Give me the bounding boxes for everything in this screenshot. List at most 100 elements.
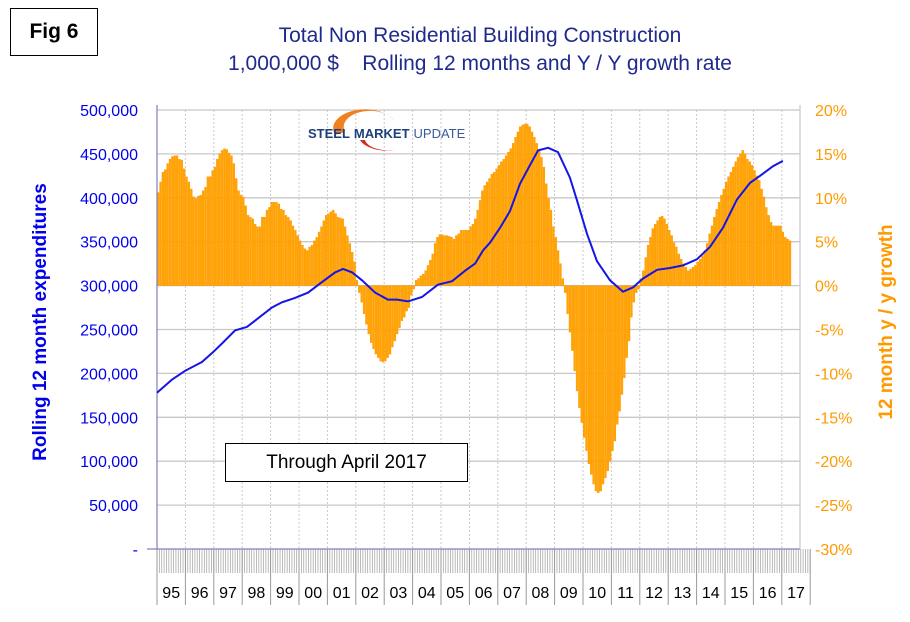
- right-tick-label: -20%: [815, 454, 852, 471]
- growth-bar: [554, 237, 557, 286]
- logo-steel: STEEL: [308, 126, 350, 141]
- left-tick-label: 500,000: [80, 103, 138, 120]
- growth-bar: [512, 143, 515, 286]
- right-tick-label: 15%: [815, 147, 847, 164]
- year-label: 97: [219, 585, 237, 602]
- right-tick-label: 5%: [815, 235, 838, 252]
- growth-bar: [194, 198, 198, 286]
- growth-bar: [729, 172, 733, 286]
- growth-bar: [601, 285, 605, 485]
- right-tick-label: 0%: [815, 279, 838, 296]
- growth-bar: [654, 223, 657, 286]
- growth-bar: [277, 203, 280, 286]
- growth-bar: [211, 170, 214, 286]
- growth-bar: [618, 285, 621, 412]
- growth-bar: [370, 285, 373, 343]
- growth-bar: [668, 230, 671, 286]
- growth-bar: [287, 216, 290, 286]
- growth-bar: [661, 216, 664, 286]
- growth-bar: [448, 236, 451, 286]
- growth-bar: [585, 285, 588, 451]
- growth-bar: [535, 143, 538, 286]
- growth-bar: [670, 235, 673, 286]
- growth-bar: [388, 285, 392, 355]
- growth-bar: [322, 220, 325, 286]
- growth-bar: [478, 200, 482, 286]
- growth-bar: [476, 209, 479, 286]
- growth-bar: [197, 195, 200, 286]
- growth-bar: [443, 235, 446, 286]
- growth-bar: [526, 123, 529, 286]
- growth-bar: [225, 149, 228, 286]
- growth-bar: [457, 233, 460, 286]
- growth-bar: [329, 211, 333, 286]
- growth-bar: [656, 220, 659, 286]
- growth-bar: [599, 285, 602, 492]
- growth-bar: [249, 216, 252, 286]
- growth-bar: [410, 285, 413, 296]
- growth-bar: [495, 168, 498, 286]
- year-label: 11: [617, 585, 634, 602]
- growth-bar: [315, 237, 318, 286]
- year-label: 05: [446, 585, 464, 602]
- growth-bar: [464, 230, 467, 286]
- growth-bar: [168, 158, 172, 286]
- growth-bar: [727, 176, 730, 286]
- growth-bar: [256, 226, 259, 286]
- growth-bar: [630, 285, 633, 318]
- growth-bar: [365, 285, 368, 325]
- growth-bar: [717, 201, 721, 286]
- growth-bar: [171, 156, 174, 286]
- growth-bar: [325, 215, 328, 286]
- growth-bar: [710, 225, 714, 286]
- growth-bar: [637, 285, 640, 290]
- growth-bar: [609, 285, 612, 462]
- growth-bar: [788, 240, 792, 286]
- growth-bar: [343, 226, 347, 286]
- growth-bar: [684, 266, 688, 286]
- growth-bar: [772, 225, 775, 286]
- growth-bar: [559, 263, 562, 286]
- growth-bar: [459, 230, 463, 286]
- growth-bar: [254, 223, 257, 286]
- growth-bar: [414, 280, 418, 286]
- growth-bar: [263, 216, 266, 286]
- growth-bar: [306, 250, 309, 286]
- growth-bar: [159, 181, 162, 286]
- left-tick-label: 350,000: [80, 235, 138, 252]
- growth-bar: [341, 218, 344, 286]
- right-tick-label: 20%: [815, 103, 847, 120]
- growth-bar: [180, 159, 183, 286]
- growth-bar: [613, 285, 617, 442]
- growth-bar: [317, 231, 321, 286]
- year-label: 16: [759, 585, 777, 602]
- growth-bar: [691, 266, 695, 286]
- year-label: 99: [276, 585, 294, 602]
- growth-bar: [289, 220, 292, 286]
- growth-bar: [734, 161, 737, 286]
- growth-bar: [739, 153, 742, 286]
- left-tick-label: 300,000: [80, 279, 138, 296]
- growth-bar: [672, 242, 676, 286]
- year-label: 17: [787, 585, 805, 602]
- growth-bar: [698, 259, 702, 286]
- growth-bar: [232, 163, 236, 286]
- left-tick-label: 100,000: [80, 454, 138, 471]
- growth-bar: [213, 166, 217, 286]
- growth-bar: [755, 175, 759, 286]
- growth-bar: [627, 285, 631, 342]
- growth-bar: [786, 238, 789, 286]
- growth-bar: [540, 157, 543, 286]
- growth-bar: [732, 166, 735, 286]
- growth-bar: [743, 153, 747, 286]
- growth-bar: [339, 217, 342, 286]
- growth-bar: [265, 209, 269, 286]
- growth-bar: [242, 196, 245, 286]
- logo-update: UPDATE: [414, 126, 466, 141]
- growth-bar: [706, 243, 709, 286]
- growth-bar: [474, 218, 477, 286]
- right-tick-label: 10%: [815, 191, 847, 208]
- growth-bar: [469, 226, 472, 286]
- growth-bar: [400, 285, 404, 321]
- growth-bar: [166, 163, 169, 286]
